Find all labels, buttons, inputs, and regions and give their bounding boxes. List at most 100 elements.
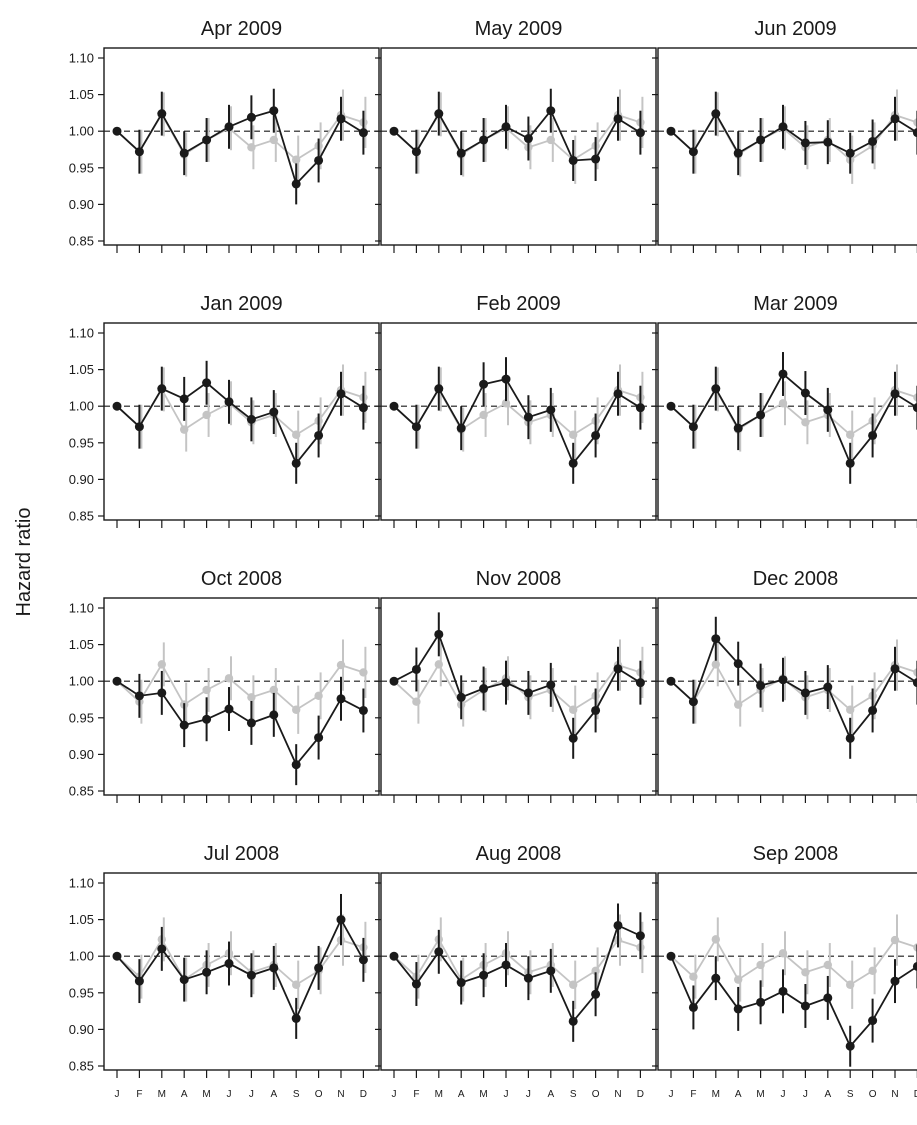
dark-point (134, 691, 144, 701)
dark-point (823, 682, 833, 692)
dark-point (845, 458, 855, 468)
dark-point (389, 951, 399, 961)
dark-point (635, 931, 645, 941)
x-tick-label: A (458, 1089, 465, 1100)
light-point (734, 975, 743, 984)
dark-point (591, 705, 601, 715)
x-tick-label: M (435, 1089, 443, 1100)
dark-point (890, 664, 900, 674)
dark-point (291, 458, 301, 468)
dark-point (890, 114, 900, 124)
panel-title: Jun 2009 (754, 18, 836, 40)
dark-point (868, 136, 878, 146)
dark-point (314, 963, 324, 973)
panel-title: Sep 2008 (753, 843, 839, 865)
dark-point (800, 688, 810, 698)
dark-point (800, 138, 810, 148)
dark-point (733, 659, 743, 669)
light-point (913, 943, 917, 952)
y-tick-label: 1.00 (69, 949, 94, 964)
dark-point (711, 634, 721, 644)
x-tick-label: M (712, 1089, 720, 1100)
x-tick-label: J (803, 1089, 808, 1100)
light-point (292, 155, 301, 164)
dark-point (224, 397, 234, 407)
panel-frame (103, 872, 380, 1071)
light-point (711, 935, 720, 944)
x-tick-label: J (526, 1089, 531, 1100)
light-point (434, 660, 443, 669)
y-tick-label: 0.85 (69, 509, 94, 524)
dark-point (269, 106, 279, 116)
dark-point (688, 1002, 698, 1012)
dark-point (179, 720, 189, 730)
dark-point (756, 997, 766, 1007)
light-point (292, 430, 301, 439)
panel-title: Nov 2008 (476, 568, 562, 590)
y-tick-label: 1.05 (69, 912, 94, 927)
x-tick-label: J (392, 1089, 397, 1100)
y-tick-label: 1.05 (69, 87, 94, 102)
panel: Oct 2008 0.85 0.90 0.95 1.00 1.05 1.10 (69, 568, 380, 803)
y-tick-label: 1.00 (69, 399, 94, 414)
dark-point (202, 714, 212, 724)
light-point (292, 980, 301, 989)
dark-series-line (116, 381, 364, 466)
dark-point (688, 697, 698, 707)
y-tick-label: 1.10 (69, 601, 94, 616)
dark-point (591, 989, 601, 999)
dark-point (711, 973, 721, 983)
dark-point (157, 109, 167, 119)
dark-point (411, 979, 421, 989)
light-point (846, 980, 855, 989)
dark-point (568, 1016, 578, 1026)
x-tick-label: M (158, 1089, 166, 1100)
x-tick-label: O (315, 1089, 323, 1100)
light-point (224, 674, 234, 683)
dark-point (479, 970, 489, 980)
dark-point (501, 122, 511, 132)
panel-frame (380, 322, 657, 521)
y-tick-label: 0.90 (69, 197, 94, 212)
dark-point (868, 430, 878, 440)
panel: Jun 2009 (652, 18, 917, 253)
light-series-line (670, 937, 917, 986)
light-point (711, 660, 720, 669)
dark-point (246, 414, 256, 424)
x-tick-label: S (570, 1089, 577, 1100)
x-tick-label: M (202, 1089, 210, 1100)
y-tick-label: 1.05 (69, 362, 94, 377)
dark-point (912, 961, 917, 971)
dark-series-line (116, 680, 364, 767)
light-point (314, 691, 323, 701)
x-tick-label: M (479, 1089, 487, 1100)
dark-series-line (116, 917, 365, 1021)
dark-point (666, 126, 676, 136)
dark-series-line (670, 955, 917, 1048)
dark-point (688, 422, 698, 432)
panel-frame (103, 322, 380, 521)
dark-point (778, 369, 788, 379)
dark-point (358, 955, 368, 965)
y-tick-label: 0.95 (69, 710, 94, 725)
light-point (202, 410, 211, 420)
dark-point (912, 678, 917, 688)
dark-point (411, 664, 421, 674)
dark-point (389, 126, 399, 136)
panel: Jul 2008 0.85 0.90 0.95 1.00 1.05 1.10 J F M A M J J A… (69, 843, 380, 1100)
dark-point (134, 422, 144, 432)
light-point (913, 393, 917, 402)
light-point (359, 668, 368, 677)
light-point (868, 966, 877, 976)
panel-frame (657, 47, 917, 246)
dark-point (868, 705, 878, 715)
dark-point (501, 960, 511, 970)
dark-point (568, 155, 578, 165)
dark-point (134, 147, 144, 157)
y-tick-label: 1.10 (69, 51, 94, 66)
light-point (734, 700, 743, 709)
dark-point (912, 403, 917, 413)
y-tick-label: 0.90 (69, 1022, 94, 1037)
panel: Mar 2009 (652, 293, 917, 528)
